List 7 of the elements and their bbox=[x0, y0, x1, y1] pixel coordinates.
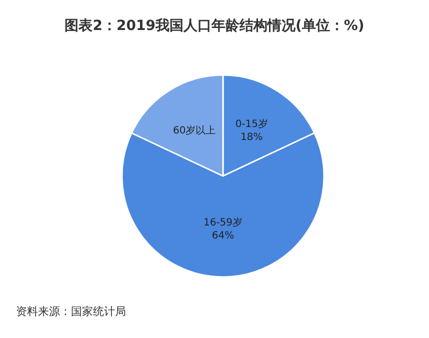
text: 资料来源：国家统计局 bbox=[16, 305, 126, 318]
chart-title: 图表2：2019我国人口年龄结构情况(单位：%) bbox=[64, 18, 364, 34]
slice-label: 16-59岁 bbox=[203, 216, 243, 228]
slice-label: 0-15岁 bbox=[235, 118, 268, 130]
data-label: 64% bbox=[212, 230, 234, 242]
slice-label: 60岁以上 bbox=[172, 124, 216, 136]
data-label: 18% bbox=[240, 132, 263, 143]
